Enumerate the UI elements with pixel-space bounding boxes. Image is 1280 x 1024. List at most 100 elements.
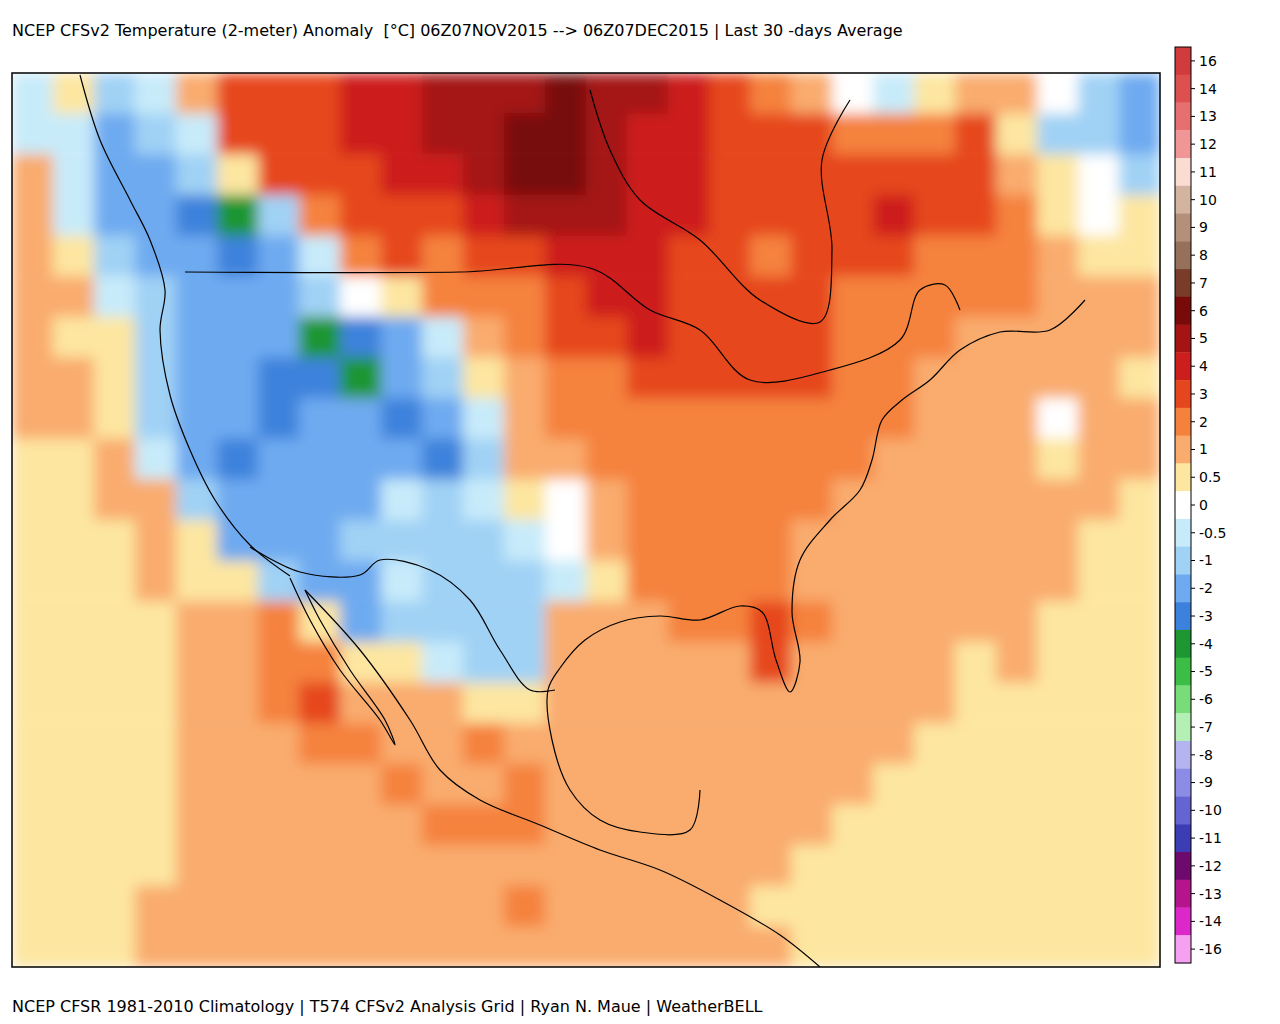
cell: [586, 723, 628, 764]
cell: [504, 439, 546, 480]
cell: [217, 317, 259, 358]
cell: [914, 601, 956, 642]
colorbar-tick: [1191, 560, 1195, 561]
cell: [1119, 723, 1160, 764]
cell: [914, 114, 956, 155]
colorbar-tick: [1191, 949, 1195, 950]
cell: [176, 683, 218, 724]
cell: [832, 601, 874, 642]
cell: [53, 764, 95, 805]
colorbar-tick: [1191, 727, 1195, 728]
cell: [176, 601, 218, 642]
cell: [94, 642, 136, 683]
cell: [873, 601, 915, 642]
cell: [12, 764, 54, 805]
cell: [586, 845, 628, 886]
cell: [545, 73, 587, 114]
cell: [709, 195, 751, 236]
cell: [668, 398, 710, 439]
cell: [94, 561, 136, 602]
cell: [176, 236, 218, 277]
cell: [832, 561, 874, 602]
cell: [832, 479, 874, 520]
cell: [627, 276, 669, 317]
cell: [422, 845, 464, 886]
cell: [217, 195, 259, 236]
cell: [422, 439, 464, 480]
cell: [258, 723, 300, 764]
cell: [381, 195, 423, 236]
cell: [586, 317, 628, 358]
cell: [94, 195, 136, 236]
cell: [791, 886, 833, 927]
cell: [422, 561, 464, 602]
cell: [135, 683, 177, 724]
cell: [299, 845, 341, 886]
cell: [217, 561, 259, 602]
cell: [340, 926, 382, 967]
cell: [340, 154, 382, 195]
cell: [12, 723, 54, 764]
cell: [791, 479, 833, 520]
cell: [258, 845, 300, 886]
cell: [135, 601, 177, 642]
cell: [299, 236, 341, 277]
cell: [873, 439, 915, 480]
cell: [299, 926, 341, 967]
cell: [955, 723, 997, 764]
cell: [1037, 236, 1079, 277]
colorbar-label: 11: [1199, 164, 1217, 180]
cell: [381, 317, 423, 358]
colorbar-swatch: [1175, 47, 1191, 75]
cell: [504, 926, 546, 967]
cell: [873, 561, 915, 602]
colorbar-tick: [1191, 199, 1195, 200]
cell: [791, 73, 833, 114]
cell: [217, 804, 259, 845]
cell: [504, 601, 546, 642]
cell: [299, 317, 341, 358]
cell: [750, 764, 792, 805]
cell: [217, 845, 259, 886]
cell: [135, 114, 177, 155]
cell: [1119, 276, 1160, 317]
cell: [94, 601, 136, 642]
cell: [381, 276, 423, 317]
cell: [832, 926, 874, 967]
cell: [135, 479, 177, 520]
cell: [381, 601, 423, 642]
cell: [586, 195, 628, 236]
cell: [1119, 357, 1160, 398]
cell: [586, 479, 628, 520]
cell: [422, 601, 464, 642]
cell: [94, 154, 136, 195]
cell: [381, 479, 423, 520]
cell: [176, 398, 218, 439]
cell: [12, 520, 54, 561]
cell: [709, 683, 751, 724]
cell: [504, 642, 546, 683]
cell: [996, 520, 1038, 561]
colorbar-swatch: [1175, 463, 1191, 491]
cell: [299, 601, 341, 642]
cell: [1119, 236, 1160, 277]
cell: [504, 723, 546, 764]
cell: [463, 926, 505, 967]
cell: [955, 520, 997, 561]
cell: [217, 73, 259, 114]
cell: [1037, 764, 1079, 805]
cell: [381, 723, 423, 764]
cell: [668, 804, 710, 845]
cell: [176, 723, 218, 764]
cell: [955, 154, 997, 195]
cell: [504, 845, 546, 886]
cell: [1119, 520, 1160, 561]
cell: [381, 154, 423, 195]
cell: [422, 357, 464, 398]
cell: [955, 764, 997, 805]
cell: [12, 439, 54, 480]
cell: [217, 723, 259, 764]
cell: [12, 804, 54, 845]
cell: [12, 561, 54, 602]
cell: [1078, 601, 1120, 642]
